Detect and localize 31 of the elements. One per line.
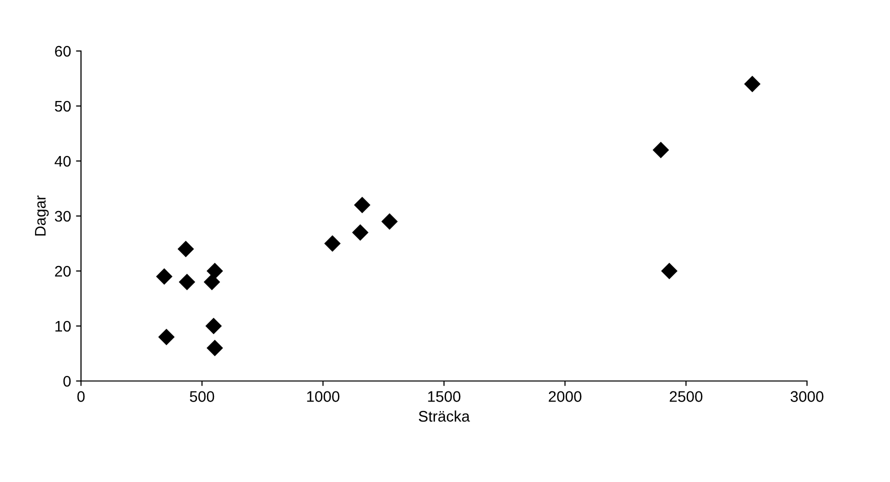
point [204, 274, 220, 290]
point [178, 240, 194, 258]
point [352, 224, 368, 241]
point [205, 318, 222, 334]
y-tick-label: 50 [54, 100, 71, 112]
x-tick-label: 3000 [790, 391, 824, 402]
point [206, 262, 224, 280]
x-axis-title: Sträcka [418, 410, 470, 422]
y-tick-label: 40 [54, 156, 71, 167]
point [178, 274, 196, 290]
point [744, 76, 761, 92]
point [158, 328, 175, 346]
y-tick-label: 30 [54, 210, 71, 222]
point [381, 213, 398, 230]
y-axis-title: Dagar [35, 195, 49, 236]
point [206, 340, 224, 356]
point [354, 196, 370, 214]
x-tick-label: 0 [77, 391, 85, 402]
point [324, 235, 341, 252]
point [661, 262, 678, 280]
x-tick-label: 2000 [548, 391, 582, 402]
y-tick-label: 0 [63, 376, 71, 387]
y-tick-label: 10 [55, 320, 71, 332]
x-tick-label: 500 [190, 391, 214, 402]
x-tick-label: 1000 [307, 391, 340, 402]
x-tick-label: 2500 [670, 391, 702, 402]
point [156, 268, 172, 285]
y-tick-label: 20 [55, 266, 71, 277]
y-tick-label: 60 [55, 46, 71, 57]
point [652, 142, 670, 158]
x-tick-label: 1500 [428, 391, 460, 402]
